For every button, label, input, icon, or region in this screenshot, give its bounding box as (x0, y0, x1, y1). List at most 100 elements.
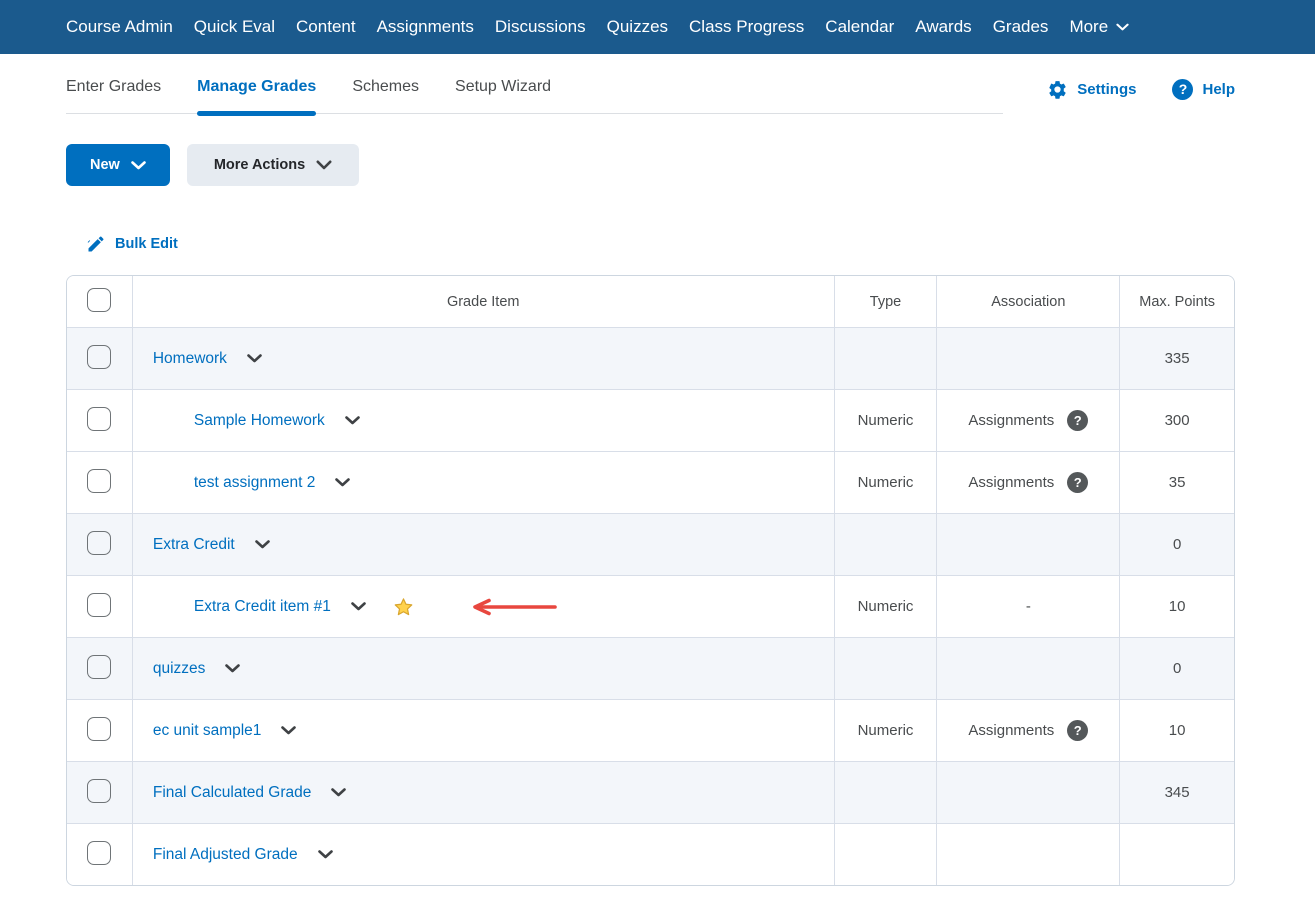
chevron-down-icon[interactable] (247, 354, 262, 363)
help-icon (1172, 78, 1194, 100)
grade-item-link[interactable]: test assignment 2 (193, 473, 316, 491)
nav-item-content[interactable]: Content (296, 17, 356, 36)
chevron-down-icon[interactable] (281, 726, 297, 735)
grade-item-link[interactable]: ec unit sample1 (152, 721, 262, 739)
top-navbar: Course Admin Quick Eval Content Assignme… (0, 0, 1315, 54)
nav-item-course-admin[interactable]: Course Admin (66, 17, 173, 36)
chevron-down-icon[interactable] (344, 416, 360, 425)
max-points-cell (1119, 823, 1234, 885)
help-label: Help (1202, 80, 1235, 98)
settings-label: Settings (1077, 80, 1137, 98)
association-cell (936, 637, 1120, 699)
max-points-cell: 0 (1119, 513, 1234, 575)
chevron-down-icon (1116, 23, 1129, 31)
bonus-star-icon (394, 597, 413, 616)
table-row-extra-credit: Extra Credit 0 (67, 513, 1234, 575)
table-row-extra-credit-item-1: Extra Credit item #1 Numeric - 10 (67, 575, 1234, 637)
tab-schemes[interactable]: Schemes (352, 78, 420, 95)
type-cell: Numeric (833, 575, 937, 637)
chevron-down-icon[interactable] (331, 788, 347, 797)
red-left-arrow-annotation (465, 598, 557, 616)
select-all-checkbox[interactable] (87, 287, 112, 312)
grade-item-link[interactable]: Extra Credit (152, 535, 235, 553)
nav-item-awards[interactable]: Awards (915, 17, 972, 36)
grade-item-link[interactable]: Homework (152, 349, 227, 367)
toolbar: New More Actions (66, 144, 1315, 186)
type-cell: Numeric (833, 451, 937, 513)
association-cell: - (936, 575, 1120, 637)
association-cell: Assignments (937, 472, 1119, 493)
type-cell (833, 823, 937, 885)
association-cell (936, 513, 1120, 575)
max-points-cell: 10 (1119, 699, 1234, 761)
max-points-cell: 10 (1119, 575, 1234, 637)
nav-item-discussions[interactable]: Discussions (494, 17, 586, 36)
question-mark-icon[interactable] (1067, 472, 1089, 493)
column-header-type: Type (833, 276, 937, 327)
max-points-cell: 35 (1119, 451, 1234, 513)
chevron-down-icon (316, 160, 332, 170)
question-mark-icon[interactable] (1067, 410, 1089, 431)
chevron-down-icon[interactable] (351, 602, 366, 611)
max-points-cell: 345 (1119, 761, 1234, 823)
max-points-cell: 300 (1119, 389, 1234, 451)
grade-item-link[interactable]: Extra Credit item #1 (193, 597, 331, 615)
nav-item-quick-eval[interactable]: Quick Eval (193, 17, 276, 36)
row-checkbox[interactable] (87, 716, 112, 741)
association-cell (936, 327, 1120, 389)
row-checkbox[interactable] (87, 406, 112, 431)
chevron-down-icon[interactable] (225, 664, 241, 673)
help-button[interactable]: Help (1172, 78, 1235, 100)
bulk-edit-button[interactable]: Bulk Edit (86, 234, 178, 254)
row-checkbox[interactable] (87, 654, 112, 679)
nav-item-calendar[interactable]: Calendar (825, 17, 895, 36)
grade-item-link[interactable]: Final Adjusted Grade (152, 845, 298, 863)
nav-item-assignments[interactable]: Assignments (376, 17, 474, 36)
row-checkbox[interactable] (87, 840, 112, 865)
nav-item-quizzes[interactable]: Quizzes (606, 17, 669, 36)
type-cell: Numeric (833, 389, 937, 451)
association-cell: Assignments (937, 720, 1119, 741)
table-row-ec-unit-sample1: ec unit sample1 Numeric Assignments 10 (67, 699, 1234, 761)
column-header-association: Association (936, 276, 1120, 327)
more-actions-button[interactable]: More Actions (186, 144, 360, 186)
association-label: Assignments (968, 474, 1055, 491)
grade-item-link[interactable]: quizzes (152, 659, 206, 677)
chevron-down-icon[interactable] (317, 850, 333, 859)
settings-button[interactable]: Settings (1047, 79, 1136, 100)
more-actions-label: More Actions (213, 157, 306, 173)
tab-manage-grades[interactable]: Manage Grades (197, 78, 317, 116)
association-cell (936, 823, 1120, 885)
nav-more-label: More (1069, 17, 1109, 36)
chevron-down-icon[interactable] (335, 478, 351, 487)
type-cell: Numeric (833, 699, 937, 761)
row-checkbox[interactable] (87, 530, 112, 555)
new-button-label: New (90, 157, 120, 173)
grade-item-link[interactable]: Final Calculated Grade (152, 783, 312, 801)
new-button[interactable]: New (66, 144, 170, 186)
association-cell (936, 761, 1120, 823)
type-cell (833, 637, 937, 699)
column-header-grade-item: Grade Item (131, 276, 834, 327)
chevron-down-icon[interactable] (254, 540, 270, 549)
row-checkbox[interactable] (87, 592, 112, 617)
max-points-cell: 0 (1119, 637, 1234, 699)
tab-setup-wizard[interactable]: Setup Wizard (455, 78, 552, 95)
table-row-test-assignment-2: test assignment 2 Numeric Assignments 35 (67, 451, 1234, 513)
row-checkbox[interactable] (87, 344, 112, 369)
table-row-homework: Homework 335 (67, 327, 1234, 389)
row-checkbox[interactable] (87, 468, 112, 493)
question-mark-icon[interactable] (1067, 720, 1089, 741)
grade-item-link[interactable]: Sample Homework (193, 411, 325, 429)
max-points-cell: 335 (1119, 327, 1234, 389)
row-checkbox[interactable] (87, 778, 112, 803)
nav-item-more[interactable]: More (1069, 17, 1129, 37)
nav-item-grades[interactable]: Grades (992, 17, 1049, 36)
grades-table: Grade Item Type Association Max. Points … (66, 275, 1235, 886)
bulk-edit-label: Bulk Edit (115, 236, 178, 252)
association-cell: Assignments (937, 410, 1119, 431)
table-row-final-calculated-grade: Final Calculated Grade 345 (67, 761, 1234, 823)
nav-item-class-progress[interactable]: Class Progress (689, 17, 805, 36)
tab-enter-grades[interactable]: Enter Grades (66, 78, 162, 95)
table-row-final-adjusted-grade: Final Adjusted Grade (67, 823, 1234, 885)
